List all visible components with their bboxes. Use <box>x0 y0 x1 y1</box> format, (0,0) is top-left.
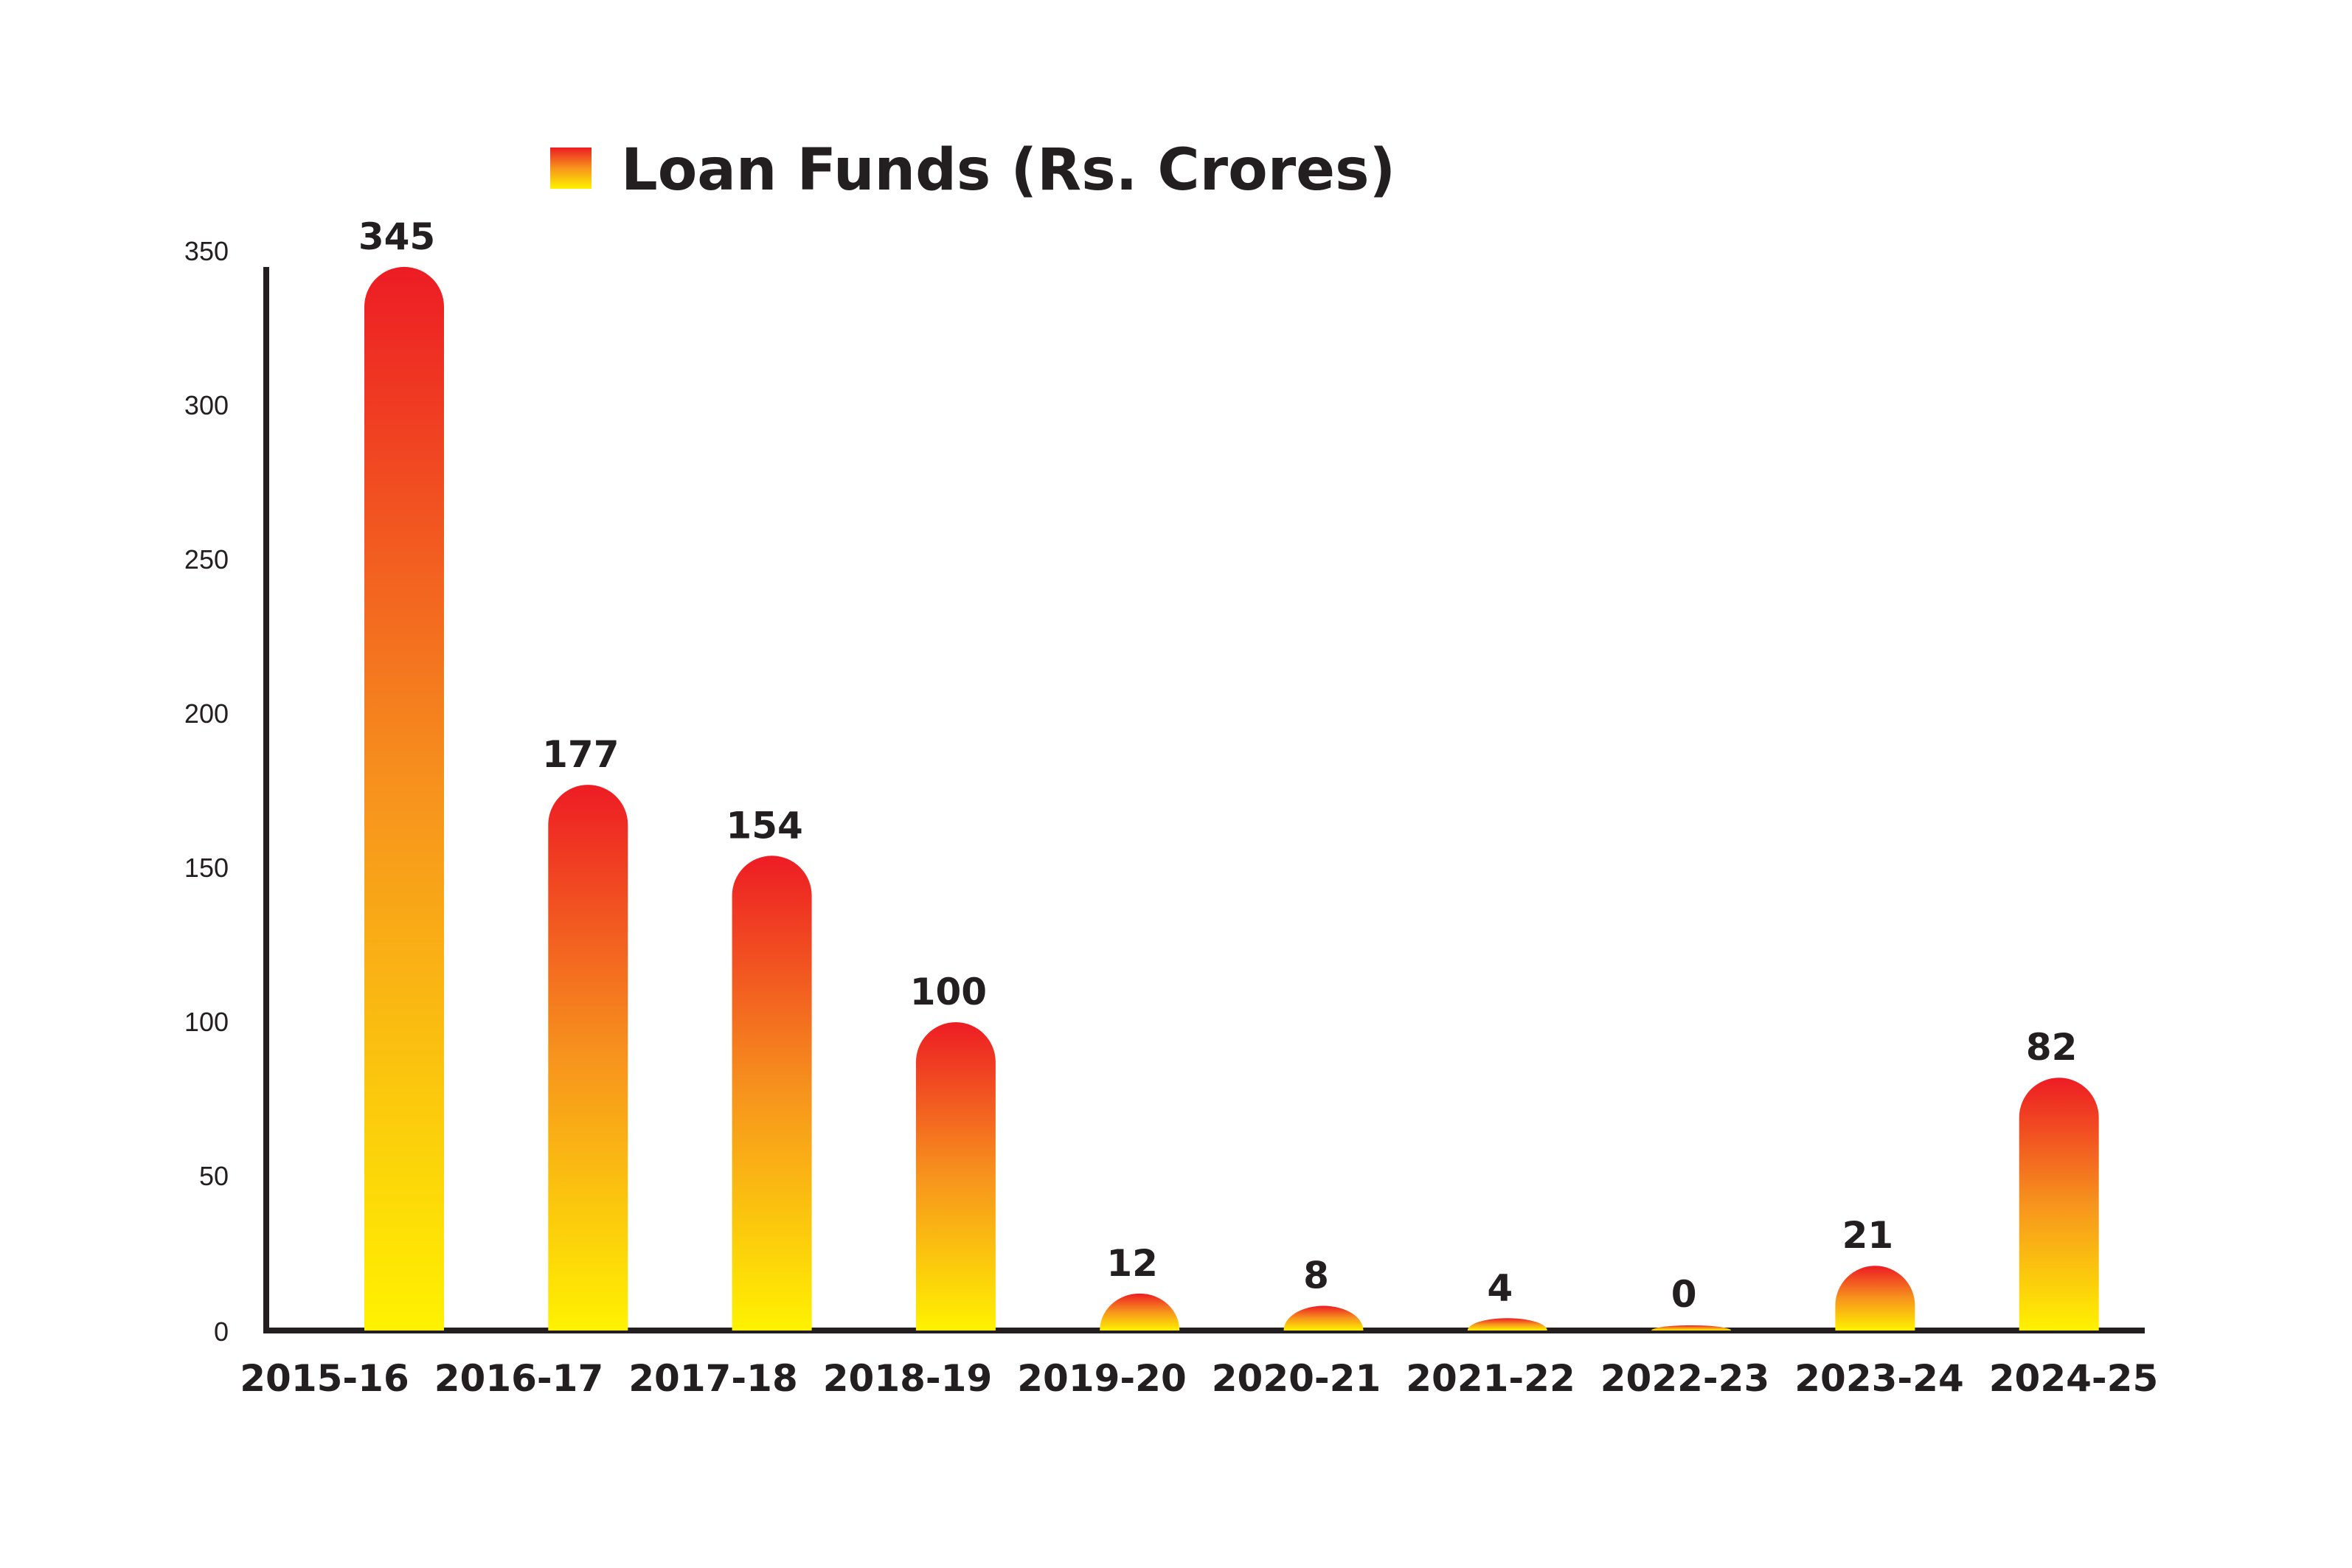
bar-2022-23 <box>1651 1325 1732 1331</box>
data-label-2017-18: 154 <box>726 804 802 847</box>
bar-2018-19 <box>915 1022 996 1331</box>
x-tick-label-2016-17: 2016-17 <box>434 1357 604 1400</box>
data-label-2019-20: 12 <box>1106 1242 1158 1285</box>
legend-label: Loan Funds (Rs. Crores) <box>621 137 1395 204</box>
x-tick-label-2018-19: 2018-19 <box>823 1357 993 1400</box>
y-tick-label: 50 <box>199 1161 229 1191</box>
x-tick-label-2019-20: 2019-20 <box>1017 1357 1187 1400</box>
bars <box>364 266 2099 1331</box>
y-tick-label: 100 <box>184 1007 229 1037</box>
y-tick-label: 300 <box>184 390 229 420</box>
data-label-2023-24: 21 <box>1842 1214 1894 1257</box>
data-label-2024-25: 82 <box>2026 1026 2078 1069</box>
y-tick-labels: 0 50 100 150 200 250 300 350 <box>184 236 229 1347</box>
data-label-2016-17: 177 <box>542 733 619 776</box>
data-label-2020-21: 8 <box>1303 1255 1329 1297</box>
legend-swatch <box>550 148 592 189</box>
data-label-2018-19: 100 <box>910 971 987 1013</box>
bar-2017-18 <box>732 856 812 1331</box>
bar-2024-25 <box>2019 1078 2099 1331</box>
data-label-2021-22: 4 <box>1487 1266 1513 1309</box>
y-tick-label: 0 <box>214 1317 229 1347</box>
bar-2020-21 <box>1283 1305 1364 1331</box>
bar-2019-20 <box>1100 1293 1180 1331</box>
x-tick-label-2024-25: 2024-25 <box>1989 1357 2159 1400</box>
y-tick-label: 250 <box>184 544 229 575</box>
data-labels: 345 177 154 100 12 8 4 0 21 82 <box>358 215 2078 1316</box>
y-tick-label: 150 <box>184 853 229 883</box>
y-tick-label: 350 <box>184 236 229 266</box>
x-tick-label-2020-21: 2020-21 <box>1212 1357 1381 1400</box>
bar-2016-17 <box>548 785 628 1331</box>
bar-2023-24 <box>1835 1266 1915 1331</box>
x-tick-label-2022-23: 2022-23 <box>1600 1357 1770 1400</box>
legend: Loan Funds (Rs. Crores) <box>550 137 1395 204</box>
bar-2015-16 <box>364 266 444 1331</box>
data-label-2022-23: 0 <box>1671 1273 1697 1316</box>
y-tick-label: 200 <box>184 698 229 729</box>
data-label-2015-16: 345 <box>358 215 435 258</box>
x-tick-label-2021-22: 2021-22 <box>1406 1357 1575 1400</box>
x-tick-label-2023-24: 2023-24 <box>1794 1357 1964 1400</box>
x-tick-label-2017-18: 2017-18 <box>628 1357 798 1400</box>
x-tick-labels: 2015-16 2016-17 2017-18 2018-19 2019-20 2020-… <box>240 1357 2158 1400</box>
x-tick-label-2015-16: 2015-16 <box>240 1357 409 1400</box>
bar-2021-22 <box>1467 1318 1547 1331</box>
